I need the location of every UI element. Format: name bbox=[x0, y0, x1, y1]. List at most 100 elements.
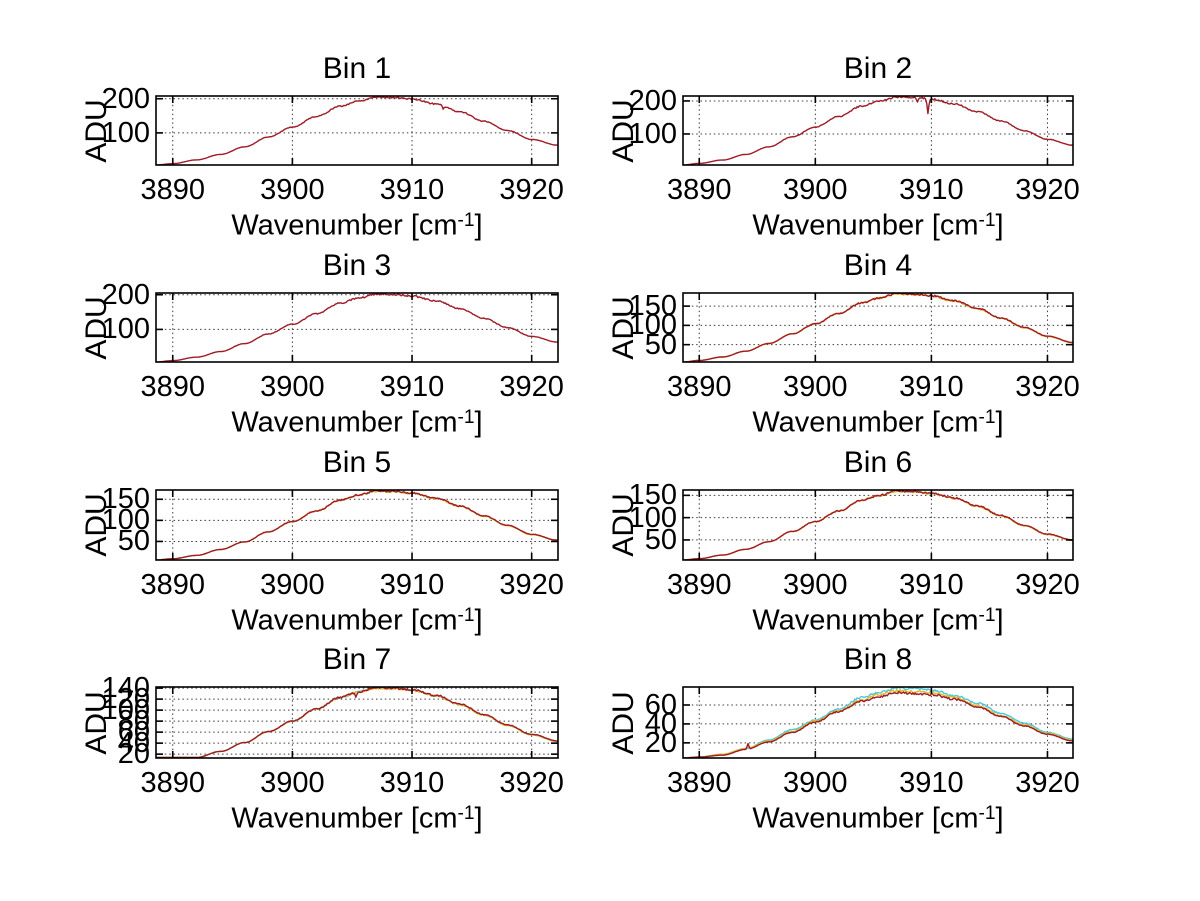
y-tick-label: 150 bbox=[101, 483, 150, 516]
y-tick-label: 40 bbox=[644, 707, 677, 740]
x-tick-label: 3900 bbox=[260, 371, 325, 403]
y-tick-label: 20 bbox=[117, 738, 150, 771]
x-axis-label-sup: -1 bbox=[978, 407, 996, 429]
x-tick-label: 3900 bbox=[783, 371, 848, 403]
y-tick-label: 100 bbox=[101, 313, 150, 346]
plot-title: Bin 8 bbox=[843, 643, 913, 676]
x-tick-label: 3890 bbox=[666, 569, 732, 601]
plot-area-bin-8 bbox=[682, 686, 1074, 759]
x-tick-label: 3910 bbox=[379, 767, 445, 799]
y-axis-label: ADU bbox=[607, 690, 640, 755]
x-axis-label: Wavenumber [cm-1] bbox=[156, 796, 558, 835]
y-tick-label: 200 bbox=[628, 84, 677, 117]
plot-area-bin-3 bbox=[155, 292, 559, 363]
x-tick-label: 3910 bbox=[899, 174, 964, 206]
x-axis-label-sup: -1 bbox=[457, 605, 475, 627]
axes-box bbox=[155, 686, 559, 759]
trace-scan-red-bin-1 bbox=[156, 96, 558, 165]
y-axis-label: ADU bbox=[80, 493, 113, 557]
x-tick-label: 3900 bbox=[260, 174, 325, 206]
trace-scan-red-bin-6 bbox=[683, 490, 1073, 560]
x-axis-label-sup: -1 bbox=[978, 803, 996, 825]
axes-box bbox=[682, 95, 1074, 166]
y-tick-label: 60 bbox=[117, 716, 150, 749]
x-tick-label: 3900 bbox=[783, 569, 848, 601]
x-axis-label-sup: -1 bbox=[457, 407, 475, 429]
axes-box bbox=[682, 686, 1074, 759]
trace-scan-red-bin-5 bbox=[156, 490, 558, 560]
y-axis-label: ADU bbox=[80, 295, 113, 360]
plot-area-bin-6 bbox=[682, 489, 1074, 561]
plot-area-bin-5 bbox=[155, 489, 559, 561]
x-axis-label-close: ] bbox=[995, 802, 1004, 835]
y-tick-label: 60 bbox=[644, 688, 677, 721]
x-axis-label-close: ] bbox=[474, 209, 483, 242]
axes-box bbox=[682, 489, 1074, 561]
y-tick-label: 120 bbox=[101, 683, 150, 716]
y-tick-label: 100 bbox=[101, 504, 150, 537]
x-axis-label: Wavenumber [cm-1] bbox=[683, 796, 1073, 835]
x-axis-label-close: ] bbox=[474, 802, 483, 835]
x-axis-label-sup: -1 bbox=[457, 210, 475, 232]
x-axis-label: Wavenumber [cm-1] bbox=[156, 400, 558, 439]
plot-title: Bin 2 bbox=[843, 52, 913, 85]
axes-box bbox=[682, 292, 1074, 363]
y-tick-label: 20 bbox=[644, 726, 677, 759]
plot-title: Bin 3 bbox=[322, 249, 392, 282]
x-axis-label-sup: -1 bbox=[978, 605, 996, 627]
plot-title: Bin 6 bbox=[843, 446, 913, 479]
x-tick-label: 3910 bbox=[379, 371, 445, 403]
y-tick-label: 50 bbox=[644, 523, 677, 556]
y-tick-label: 200 bbox=[101, 278, 150, 311]
y-axis-label: ADU bbox=[80, 98, 113, 163]
y-tick-label: 100 bbox=[101, 694, 150, 727]
y-tick-label: 40 bbox=[117, 727, 150, 760]
x-tick-label: 3890 bbox=[140, 174, 205, 206]
x-axis-label-text: Wavenumber [cm bbox=[231, 802, 458, 835]
x-axis-label: Wavenumber [cm-1] bbox=[156, 203, 558, 242]
y-axis-label: ADU bbox=[607, 493, 640, 557]
x-tick-label: 3890 bbox=[666, 371, 732, 403]
x-axis-label-text: Wavenumber [cm bbox=[231, 604, 458, 637]
x-axis-label-close: ] bbox=[995, 209, 1004, 242]
trace-scan-yellow-bin-8 bbox=[683, 689, 1073, 758]
trace-scan-cyan-bin-8 bbox=[683, 687, 1073, 758]
plot-area-bin-1 bbox=[155, 95, 559, 166]
x-tick-label: 3900 bbox=[783, 767, 848, 799]
y-tick-label: 100 bbox=[101, 116, 150, 149]
trace-scan-yellow-bin-5 bbox=[156, 490, 558, 560]
x-tick-label: 3900 bbox=[260, 569, 325, 601]
y-tick-label: 100 bbox=[628, 117, 677, 150]
axes-box bbox=[155, 489, 559, 561]
x-axis-label: Wavenumber [cm-1] bbox=[683, 400, 1073, 439]
y-tick-label: 150 bbox=[628, 290, 677, 323]
x-tick-label: 3890 bbox=[140, 371, 205, 403]
x-tick-label: 3910 bbox=[379, 174, 445, 206]
x-tick-label: 3890 bbox=[666, 767, 732, 799]
y-tick-label: 150 bbox=[628, 479, 677, 512]
x-axis-label-text: Wavenumber [cm bbox=[752, 209, 979, 242]
trace-scan-red-bin-3 bbox=[156, 293, 558, 362]
x-axis-label-text: Wavenumber [cm bbox=[231, 209, 458, 242]
x-tick-label: 3920 bbox=[1015, 371, 1080, 403]
x-tick-label: 3920 bbox=[499, 174, 564, 206]
trace-scan-yellow-bin-6 bbox=[683, 490, 1073, 560]
y-tick-label: 100 bbox=[628, 501, 677, 534]
axes-box bbox=[155, 95, 559, 166]
x-tick-label: 3910 bbox=[899, 767, 964, 799]
x-axis-label-close: ] bbox=[995, 604, 1004, 637]
x-axis-label: Wavenumber [cm-1] bbox=[683, 203, 1073, 242]
plot-title: Bin 5 bbox=[322, 446, 392, 479]
y-tick-label: 100 bbox=[628, 309, 677, 342]
y-tick-label: 140 bbox=[101, 672, 150, 705]
x-axis-label-sup: -1 bbox=[457, 803, 475, 825]
x-axis-label-close: ] bbox=[995, 406, 1004, 439]
x-axis-label-sup: -1 bbox=[978, 210, 996, 232]
plot-area-bin-2 bbox=[682, 95, 1074, 166]
